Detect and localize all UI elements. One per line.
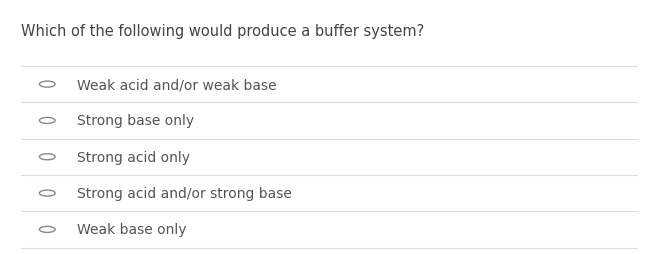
Text: Which of the following would produce a buffer system?: Which of the following would produce a b… — [21, 24, 424, 39]
Text: Strong base only: Strong base only — [77, 114, 194, 128]
Text: Strong acid and/or strong base: Strong acid and/or strong base — [77, 186, 291, 200]
Text: Weak acid and/or weak base: Weak acid and/or weak base — [77, 78, 276, 92]
Text: Strong acid only: Strong acid only — [77, 150, 190, 164]
Text: Weak base only: Weak base only — [77, 223, 186, 236]
